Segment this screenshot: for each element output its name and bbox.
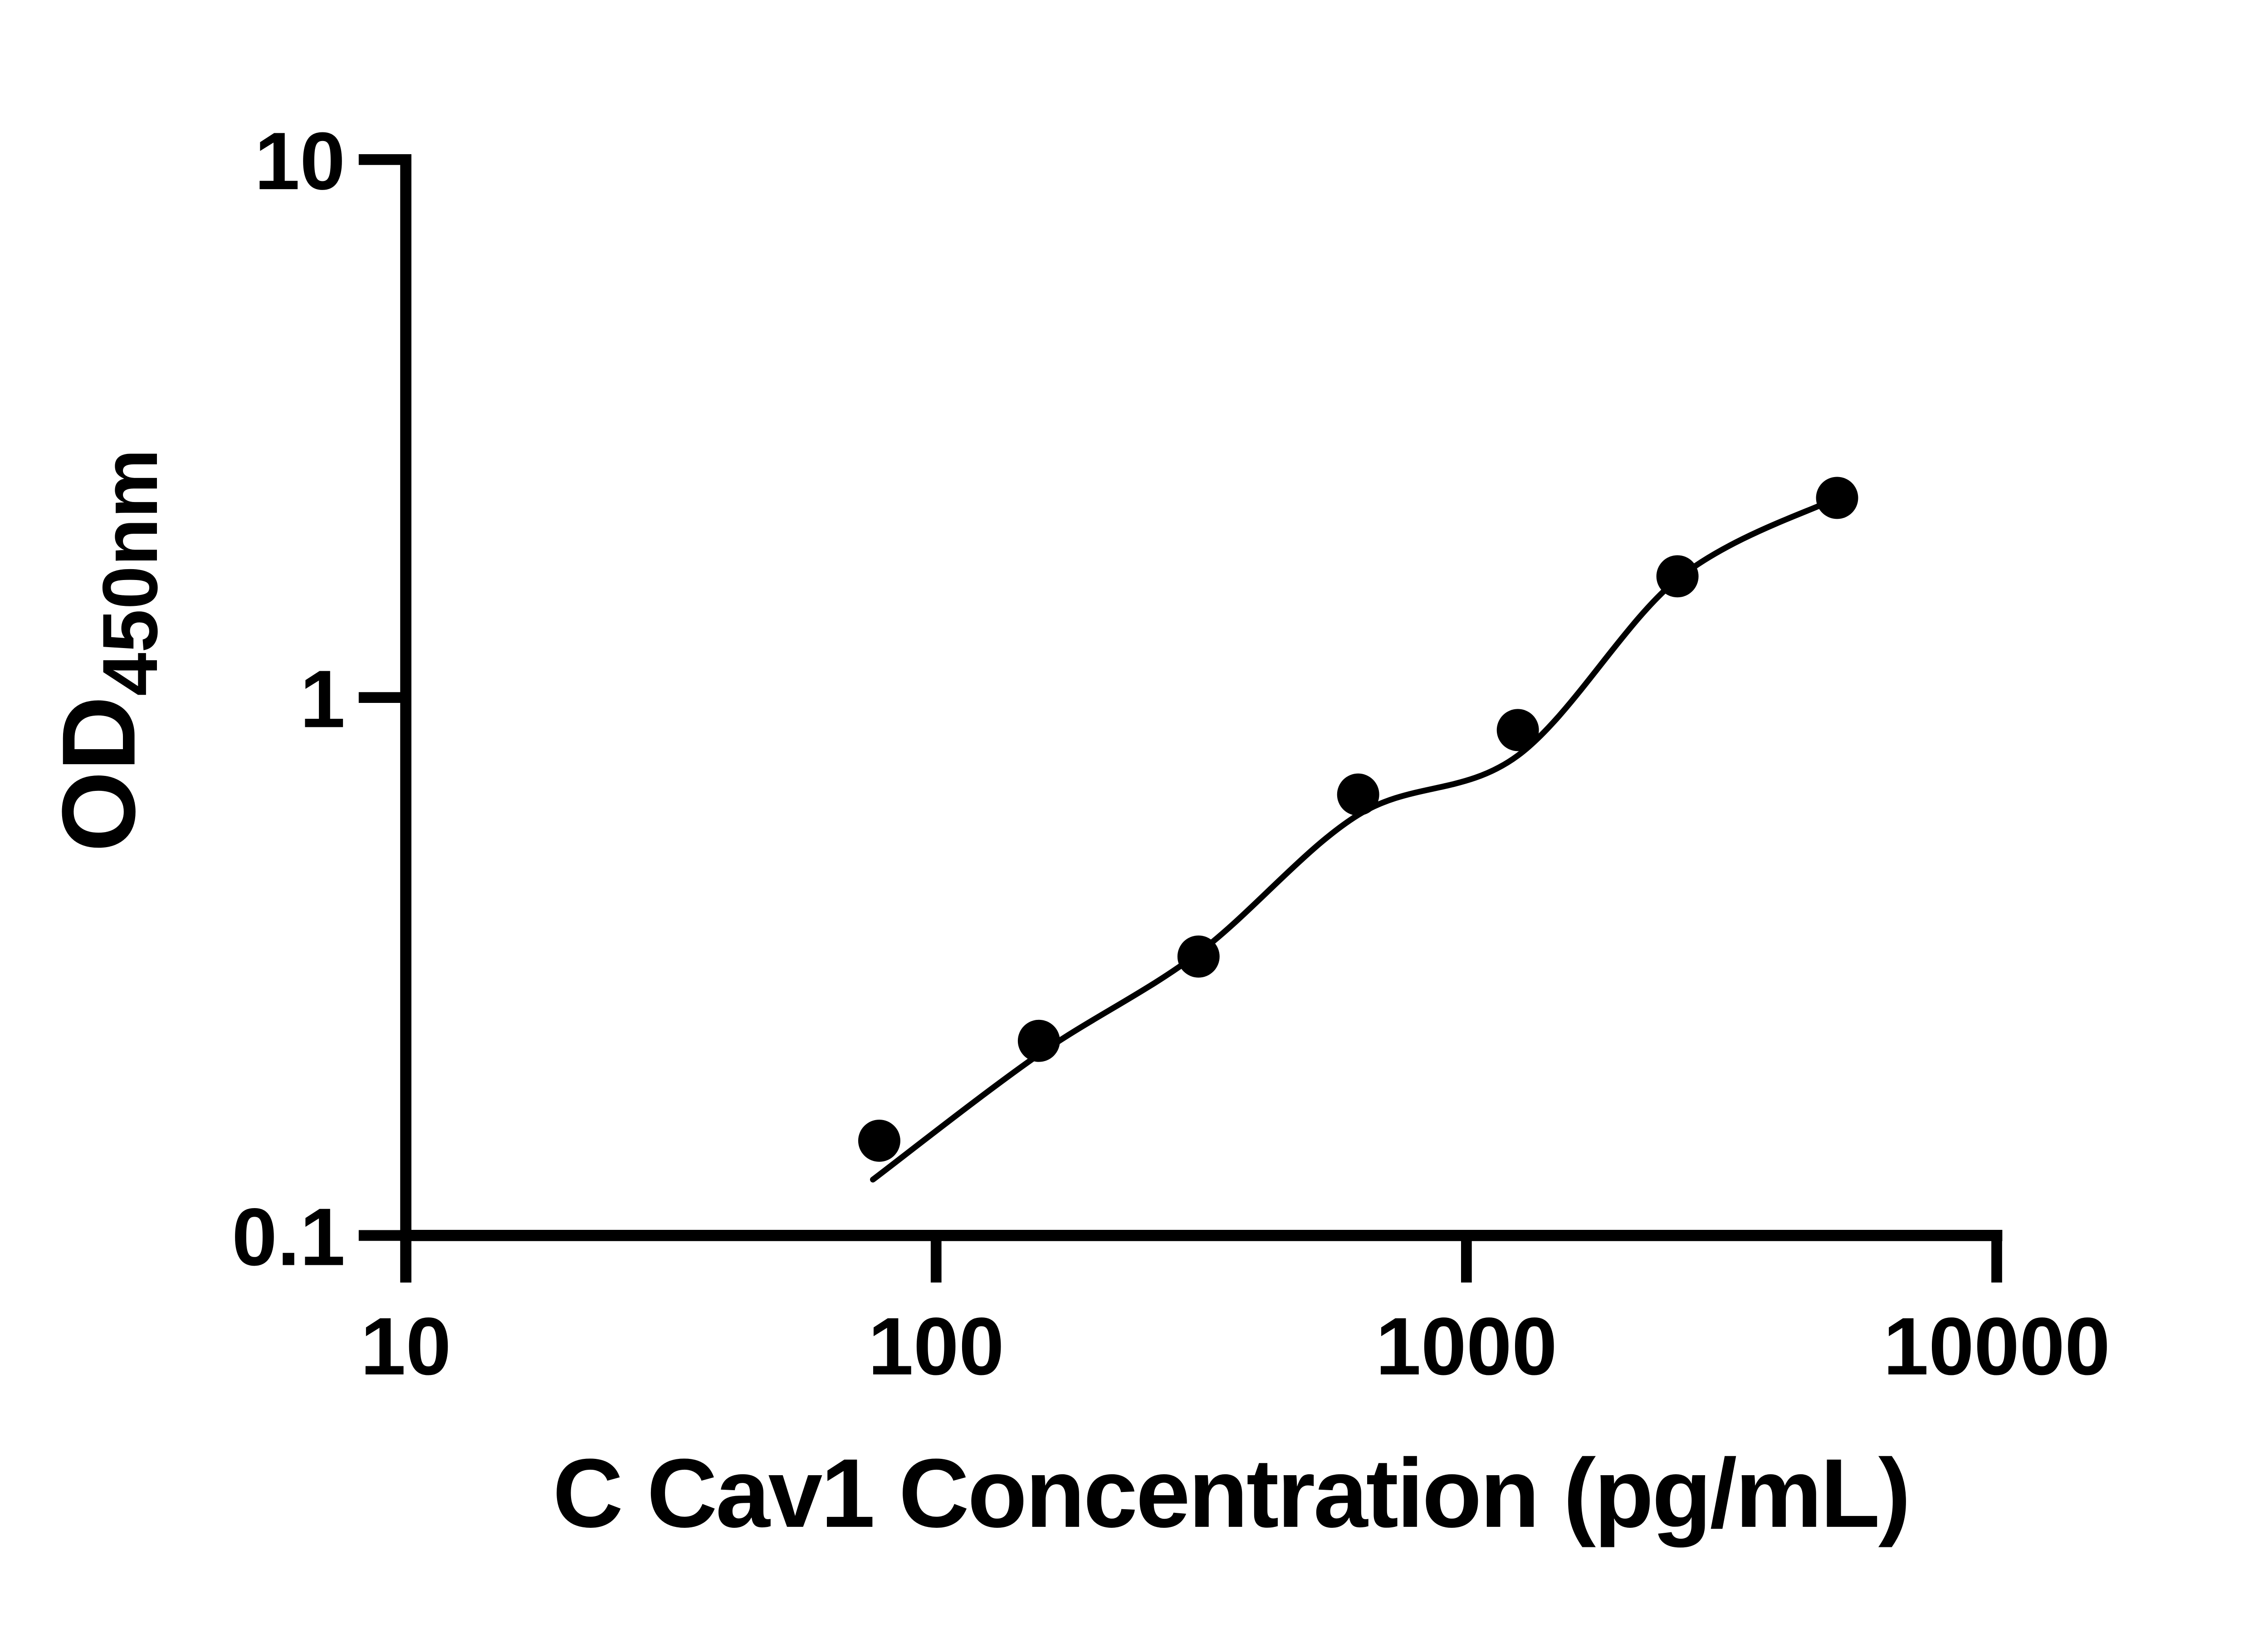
data-point	[1177, 935, 1220, 978]
data-point	[1656, 555, 1699, 598]
data-point	[858, 1120, 900, 1162]
x-tick-label: 10000	[1883, 1301, 2110, 1392]
x-tick-label: 1000	[1376, 1301, 1557, 1392]
x-tick-label: 100	[868, 1301, 1004, 1392]
y-axis-title: OD450nm	[40, 449, 174, 852]
y-tick-label: 10	[254, 116, 345, 207]
y-axis-title-subscript: 450nm	[87, 449, 174, 696]
data-points	[858, 477, 1858, 1162]
tick-labels: 0.1 1 10 10 100 1000 10000	[232, 116, 2110, 1392]
y-axis-title-main: OD	[40, 696, 157, 852]
x-axis-title: C Cav1 Concentration (pg/mL)	[552, 1438, 1909, 1548]
data-point	[1816, 477, 1858, 519]
data-point	[1017, 1019, 1060, 1062]
y-tick-label: 0.1	[232, 1192, 345, 1283]
fit-curve-line	[870, 495, 1840, 1183]
data-point	[1496, 709, 1539, 751]
axes	[358, 154, 2003, 1283]
x-tick-label: 10	[361, 1301, 451, 1392]
y-tick-label: 1	[300, 653, 345, 745]
data-point	[1337, 773, 1379, 816]
